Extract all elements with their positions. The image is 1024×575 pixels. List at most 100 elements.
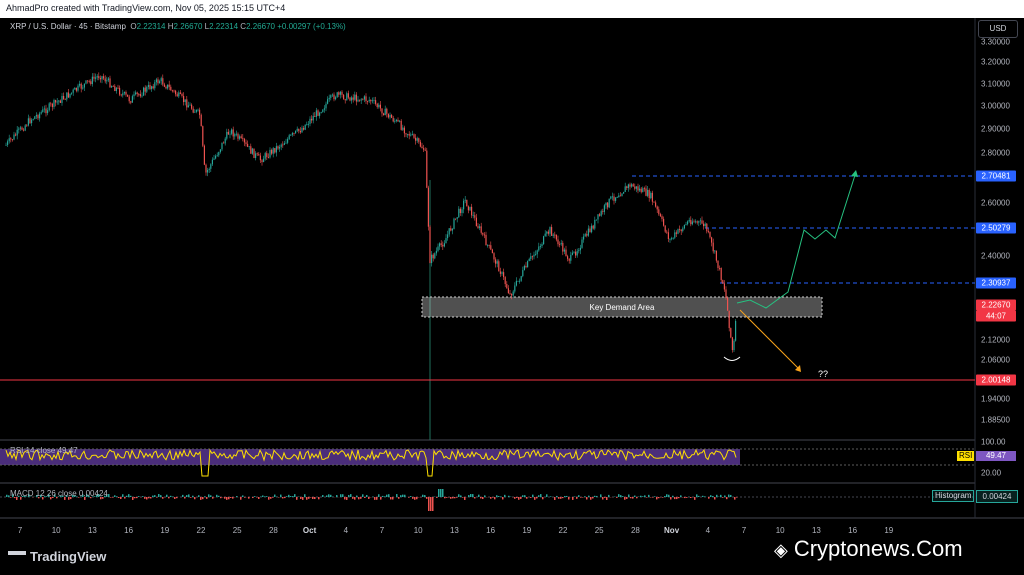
macd-bar	[696, 494, 698, 497]
candle-body	[727, 298, 729, 311]
candle-body	[160, 78, 162, 82]
macd-bar	[704, 496, 706, 497]
rsi-legend[interactable]: RSI 14 close 49.47	[10, 446, 78, 455]
time-axis-label: 10	[775, 526, 785, 535]
tradingview-logo[interactable]: TradingView	[8, 549, 106, 565]
macd-legend[interactable]: MACD 12 26 close 0.00424	[10, 489, 108, 498]
price-chart[interactable]: Key Demand Area ??	[0, 0, 1024, 540]
candle-body	[51, 103, 53, 107]
macd-bar	[56, 497, 58, 499]
candle-body	[408, 133, 410, 136]
macd-bar	[186, 495, 188, 497]
macd-bar	[290, 496, 292, 497]
time-axis-label: 22	[196, 526, 206, 535]
candle-body	[275, 146, 277, 153]
macd-bar	[428, 497, 430, 511]
candle-body	[451, 228, 453, 231]
candle-body	[229, 133, 231, 135]
macd-bar	[252, 497, 254, 499]
macd-bar	[220, 497, 222, 499]
time-axis-label: 7	[17, 526, 23, 535]
candle-body	[67, 92, 69, 98]
candle-body	[440, 243, 442, 245]
low-value: 2.22314	[209, 22, 239, 31]
candle-body	[135, 92, 137, 95]
candle-body	[591, 225, 593, 233]
candle-body	[551, 227, 553, 236]
candle-body	[691, 221, 693, 225]
candle-body	[355, 94, 357, 102]
candle-body	[336, 92, 338, 98]
macd-bar	[584, 496, 586, 497]
candle-body	[231, 129, 233, 134]
macd-bar	[530, 497, 532, 498]
candle-body	[330, 95, 332, 98]
candle-body	[296, 128, 298, 131]
candle-body	[367, 101, 369, 102]
macd-bar	[66, 494, 68, 497]
candle-body	[187, 105, 189, 108]
macd-bar	[720, 494, 722, 497]
macd-bar	[112, 497, 114, 498]
macd-bar	[96, 495, 98, 497]
macd-bar	[100, 497, 102, 500]
candle-body	[434, 253, 436, 259]
macd-bar	[144, 497, 146, 499]
macd-bar	[594, 495, 596, 497]
candle-body	[490, 245, 492, 250]
watermark-text: Cryptonews.Com	[793, 536, 963, 561]
candle-body	[562, 242, 564, 252]
macd-bar	[80, 496, 82, 497]
rsi-level-100: 100.00	[981, 437, 1006, 447]
time-axis-label: 10	[413, 526, 423, 535]
candle-body	[109, 78, 111, 88]
candle-body	[15, 134, 17, 136]
macd-bar	[402, 494, 404, 497]
candle-body	[23, 129, 25, 131]
candle-body	[511, 294, 513, 296]
macd-bar	[308, 497, 310, 499]
candle-body	[512, 291, 514, 296]
candle-body	[535, 254, 537, 256]
candle-body	[301, 128, 303, 133]
macd-bar	[446, 497, 448, 498]
macd-bar	[244, 497, 246, 498]
candle-body	[683, 224, 685, 229]
candle-body	[224, 138, 226, 144]
currency-button[interactable]: USD	[978, 20, 1018, 38]
candle-body	[250, 146, 252, 154]
symbol-legend[interactable]: XRP / U.S. Dollar · 45 · Bitstamp O2.223…	[10, 22, 346, 31]
macd-bar	[12, 494, 14, 497]
time-axis-label: 4	[705, 526, 711, 535]
macd-bar	[348, 494, 350, 497]
candle-body	[107, 78, 109, 81]
candle-body	[474, 215, 476, 218]
candle-body	[215, 155, 217, 159]
macd-bar	[240, 497, 242, 500]
candle-body	[347, 93, 349, 98]
candle-body	[95, 77, 97, 79]
candle-body	[311, 118, 313, 121]
macd-bar	[210, 495, 212, 497]
candle-body	[165, 86, 167, 89]
candle-body	[205, 164, 207, 173]
candle-body	[653, 201, 655, 203]
macd-bar	[296, 497, 298, 500]
macd-bar	[50, 497, 52, 500]
candle-body	[480, 226, 482, 233]
candle-body	[218, 151, 220, 156]
macd-bar	[690, 497, 692, 499]
candle-body	[34, 116, 36, 120]
candle-body	[178, 92, 180, 97]
candle-body	[99, 78, 101, 80]
macd-bar	[678, 497, 680, 499]
candle-body	[293, 133, 295, 134]
macd-bar	[342, 494, 344, 497]
candle-body	[720, 268, 722, 281]
countdown-tag: 44:07	[976, 310, 1016, 322]
macd-bar	[52, 497, 54, 499]
macd-bar	[674, 497, 676, 500]
macd-bar	[728, 494, 730, 497]
macd-bar	[282, 497, 284, 499]
candle-body	[664, 225, 666, 232]
